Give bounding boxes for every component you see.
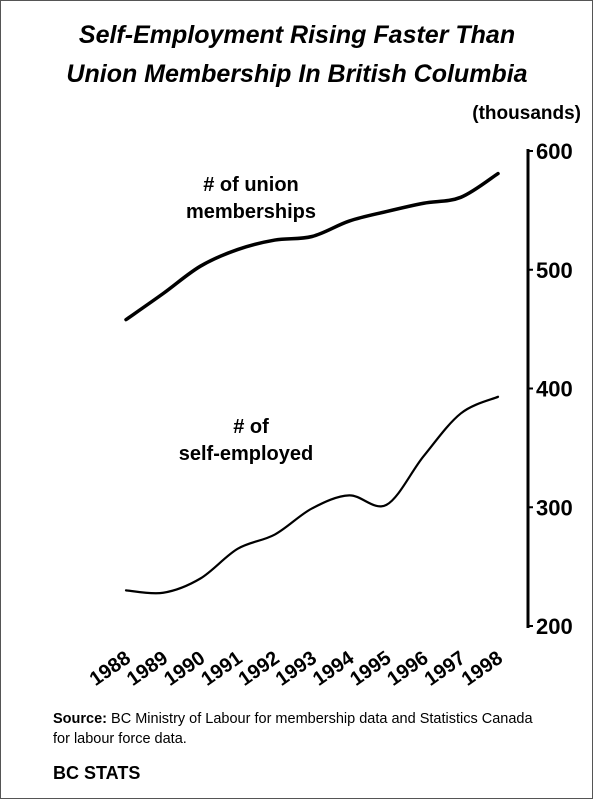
series-line xyxy=(124,171,500,322)
y-tick-label: 300 xyxy=(536,495,573,520)
chart-title: Union Membership In British Columbia xyxy=(66,60,527,88)
y-axis-label: (thousands) xyxy=(472,103,581,124)
series-label: memberships xyxy=(186,201,316,223)
chart-title: Self-Employment Rising Faster Than xyxy=(79,21,515,49)
y-tick-label: 500 xyxy=(536,258,573,283)
source-text: BC Ministry of Labour for membership dat… xyxy=(53,711,533,747)
footer: BC STATS xyxy=(53,763,141,783)
y-tick-label: 200 xyxy=(536,614,573,639)
y-tick-label: 600 xyxy=(536,139,573,164)
series-line xyxy=(124,395,500,595)
series-label: # of xyxy=(233,416,269,438)
series-label: # of union xyxy=(203,174,299,196)
series-label: self-employed xyxy=(179,443,313,465)
x-tick-label: 1998 xyxy=(458,647,507,691)
y-tick-label: 400 xyxy=(536,377,573,402)
source: Source: BC Ministry of Labour for member… xyxy=(53,709,553,749)
source-label: Source: xyxy=(53,711,107,727)
